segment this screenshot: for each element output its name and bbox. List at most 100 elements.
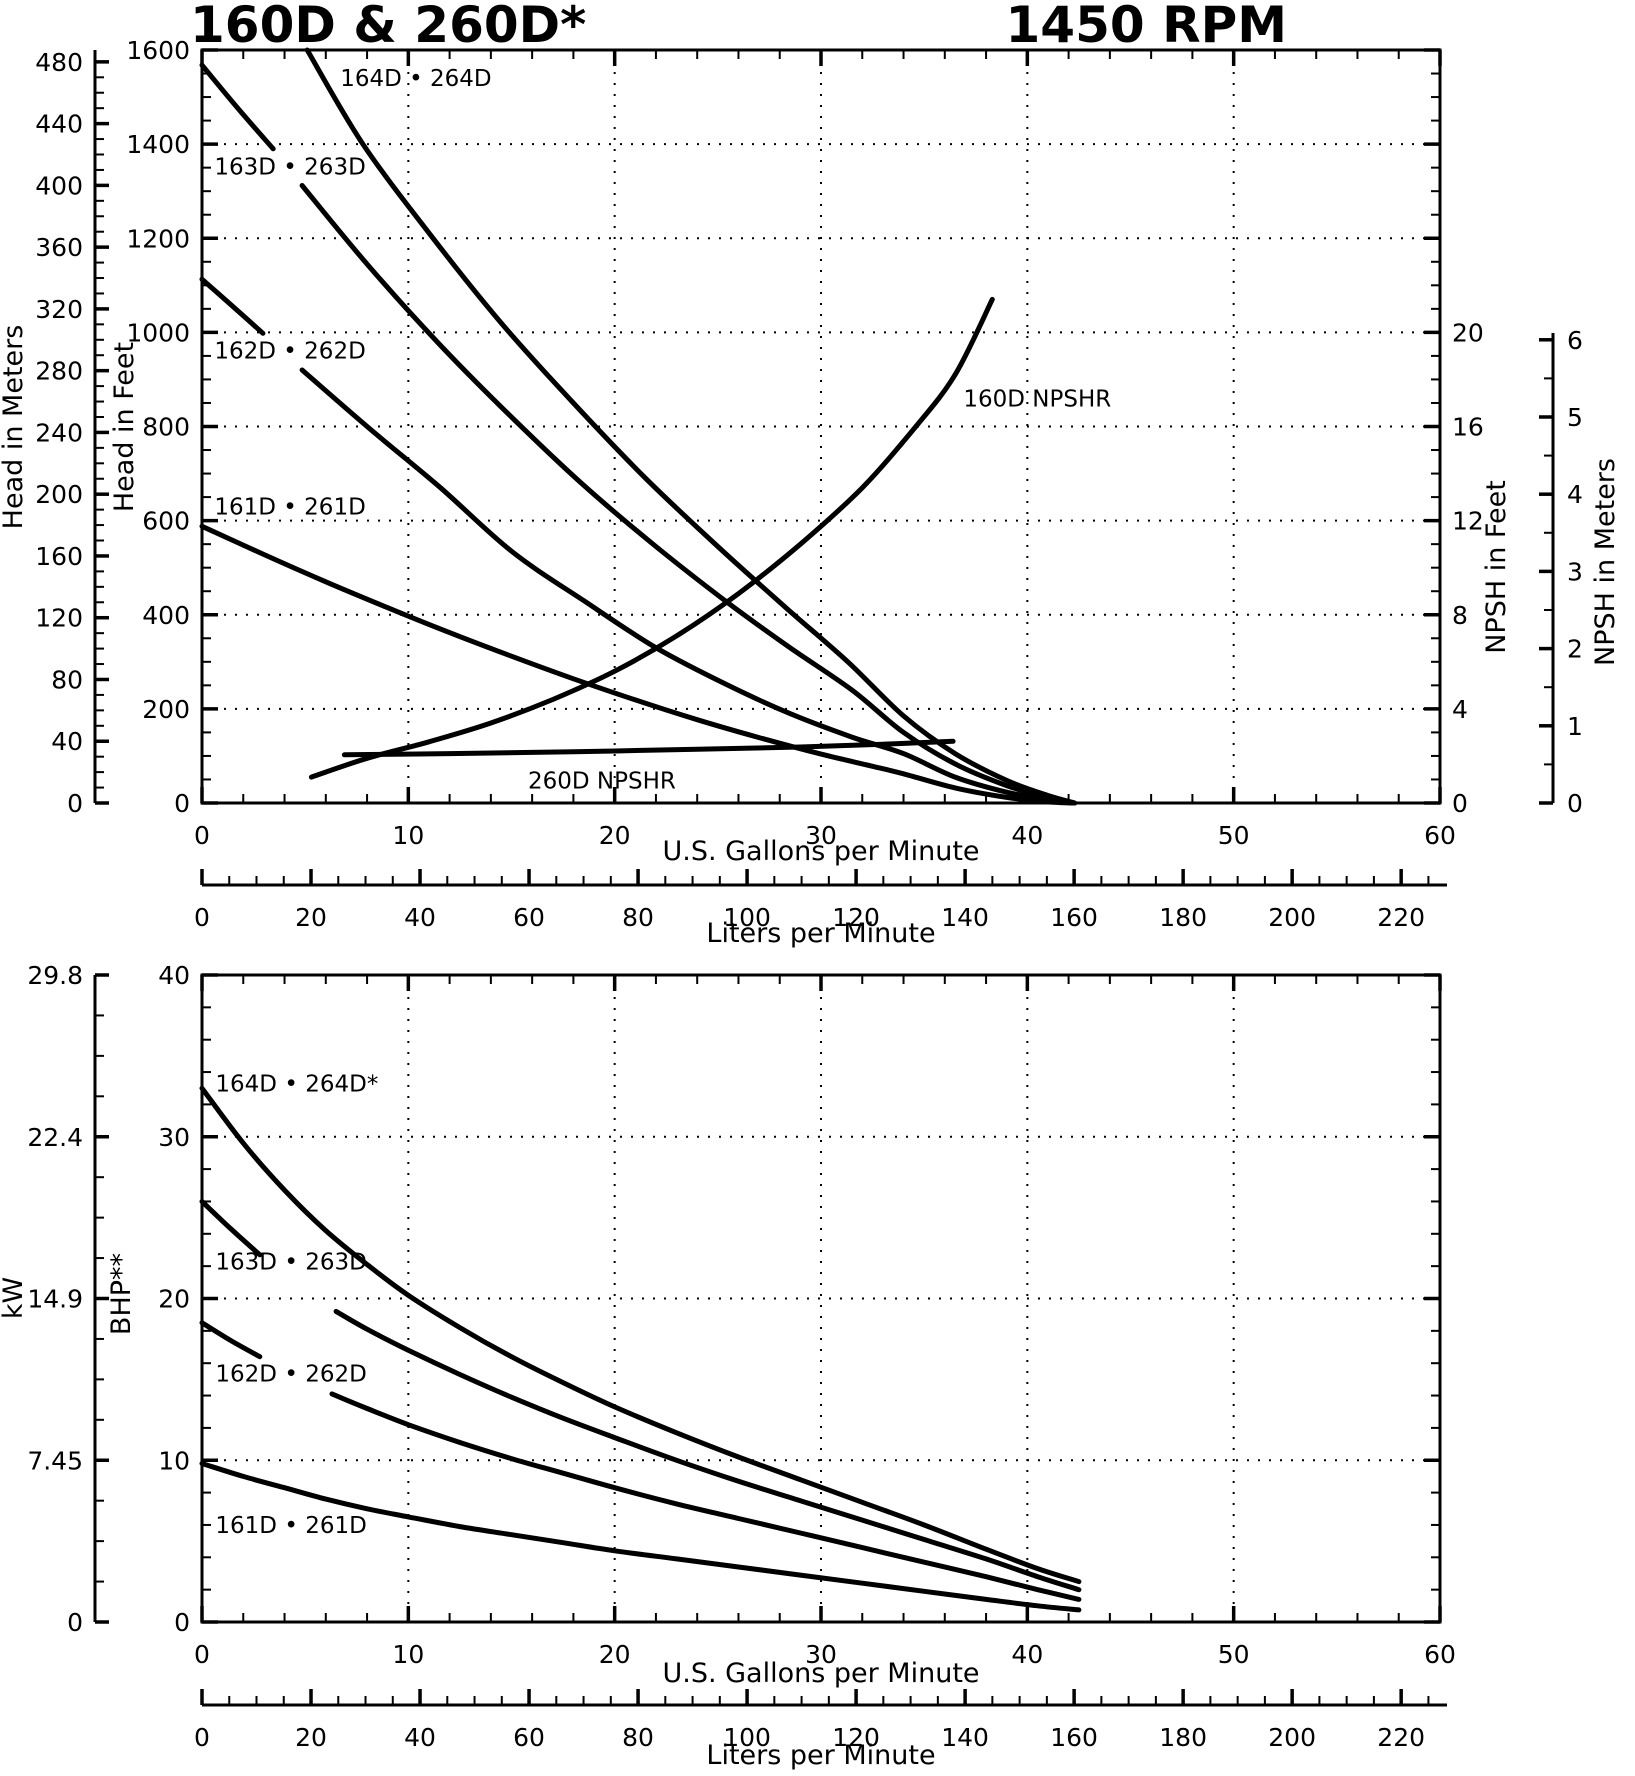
chart-text: 20 — [158, 1285, 190, 1314]
axis-title: Liters per Minute — [706, 1740, 935, 1771]
chart-text: 20 — [295, 903, 327, 932]
axis-title: BHP** — [106, 1253, 137, 1335]
charts-root: 0 10 20 30 40 50 60020040060080010001200140016… — [0, 36, 1621, 1771]
chart-text: 20 — [599, 821, 631, 850]
chart-text: 100 — [723, 1723, 771, 1752]
liters-axis-top: 0 20 40 60 80 100 120 140 160 180 200 220 — [194, 869, 1447, 932]
chart-text: 1200 — [126, 224, 190, 253]
chart-text: 3 — [1567, 557, 1583, 586]
chart-text: 4 — [1452, 695, 1468, 724]
head-162d-262d — [299, 367, 1076, 806]
chart-text: 14.9 — [27, 1285, 83, 1314]
chart-text: 200 — [35, 480, 83, 509]
chart-text: 280 — [35, 357, 83, 386]
chart-text: 80 — [622, 903, 654, 932]
curve-label: 162D • 262D — [214, 338, 365, 364]
chart-text: 800 — [142, 413, 190, 442]
chart-text: 6 — [1567, 326, 1583, 355]
axis-title: U.S. Gallons per Minute — [662, 1658, 979, 1689]
chart-text: 29.8 — [27, 961, 83, 990]
sheet-title-models: 160D & 260D* — [190, 0, 586, 54]
curve-label: 164D • 264D — [340, 66, 491, 92]
bhp-chart-grid — [202, 975, 1440, 1622]
head-capacity-chart-grid — [202, 50, 1440, 803]
chart-text: 20 — [599, 1640, 631, 1669]
chart-text: 40 — [404, 1723, 436, 1752]
bhp-163d-263d — [333, 1308, 1082, 1593]
chart-text: 240 — [35, 418, 83, 447]
chart-text: 30 — [158, 1123, 190, 1152]
axis-title: U.S. Gallons per Minute — [662, 836, 979, 867]
chart-text: 400 — [35, 171, 83, 200]
head-162d-262d — [199, 276, 266, 336]
chart-text: 40 — [158, 961, 190, 990]
chart-text: 180 — [1159, 1723, 1207, 1752]
chart-text: 320 — [35, 295, 83, 324]
chart-text: 120 — [832, 903, 880, 932]
chart-text: 0 — [194, 821, 210, 850]
chart-text: 60 — [513, 1723, 545, 1752]
chart-text: 1400 — [126, 130, 190, 159]
curve-label: 164D • 264D* — [215, 1071, 378, 1097]
chart-text: 220 — [1377, 903, 1425, 932]
chart-text: 30 — [805, 821, 837, 850]
chart-text: 0 — [1452, 789, 1468, 818]
chart-text: 4 — [1567, 480, 1583, 509]
curve-label: 163D • 263D — [214, 155, 365, 181]
chart-text: 160 — [1050, 903, 1098, 932]
chart-text: 80 — [51, 665, 83, 694]
chart-text: 30 — [805, 1640, 837, 1669]
bhp-chart: 0 10 20 30 40 50 6001020304007.4514.922.429.80… — [0, 961, 1456, 1771]
head-164d-264d — [304, 47, 1078, 806]
chart-text: 60 — [513, 903, 545, 932]
chart-text: 160 — [1050, 1723, 1098, 1752]
curve-label: 161D • 261D — [214, 495, 365, 521]
chart-text: 40 — [404, 903, 436, 932]
chart-text: 120 — [832, 1723, 880, 1752]
axis-title: Head in Feet — [109, 342, 140, 512]
chart-text: 0 — [1567, 789, 1583, 818]
head-163d-263d — [299, 183, 1077, 806]
chart-text: 12 — [1452, 507, 1484, 536]
bhp-162d-262d — [199, 1320, 263, 1360]
chart-text: 60 — [1424, 821, 1456, 850]
chart-text: 10 — [158, 1446, 190, 1475]
npshr-260d — [341, 738, 956, 758]
axis-title: NPSH in Meters — [1590, 458, 1621, 666]
chart-text: 7.45 — [27, 1446, 83, 1475]
chart-text: 60 — [1424, 1640, 1456, 1669]
bhp-161d-261d — [199, 1461, 1082, 1613]
chart-text: 22.4 — [27, 1123, 83, 1152]
npsh-meters-axis: 0 1 2 3 4 5 6 — [1539, 326, 1583, 818]
chart-text: 2 — [1567, 635, 1583, 664]
chart-text: 140 — [941, 1723, 989, 1752]
chart-text: 220 — [1377, 1723, 1425, 1752]
axis-title: Liters per Minute — [706, 918, 935, 949]
chart-text: 440 — [35, 110, 83, 139]
head-meters-axis: 0 40 80 120 160 200 240 280 320 360 400 440 480 — [35, 48, 109, 818]
curve-label: 163D • 263D — [215, 1249, 366, 1275]
chart-text: 180 — [1159, 903, 1207, 932]
chart-text: 50 — [1218, 1640, 1250, 1669]
chart-text: 600 — [142, 507, 190, 536]
chart-text: 16 — [1452, 413, 1484, 442]
chart-text: 40 — [51, 727, 83, 756]
chart-text: 200 — [1268, 903, 1316, 932]
head-capacity-chart: 0 10 20 30 40 50 60020040060080010001200140016… — [0, 36, 1621, 949]
bhp-162d-262d — [329, 1391, 1082, 1602]
chart-text: 40 — [1011, 821, 1043, 850]
chart-text: 0 — [194, 903, 210, 932]
chart-text: 100 — [723, 903, 771, 932]
bhp-163d-263d — [199, 1199, 263, 1258]
chart-text: 10 — [392, 1640, 424, 1669]
chart-text: 200 — [1268, 1723, 1316, 1752]
axis-title: kW — [0, 1277, 29, 1319]
chart-text: 1000 — [126, 318, 190, 347]
chart-text: 80 — [622, 1723, 654, 1752]
curve-label: 161D • 261D — [215, 1513, 366, 1539]
chart-text: 8 — [1452, 601, 1468, 630]
chart-text: 0 — [174, 789, 190, 818]
chart-text: 20 — [1452, 318, 1484, 347]
chart-text: 50 — [1218, 821, 1250, 850]
